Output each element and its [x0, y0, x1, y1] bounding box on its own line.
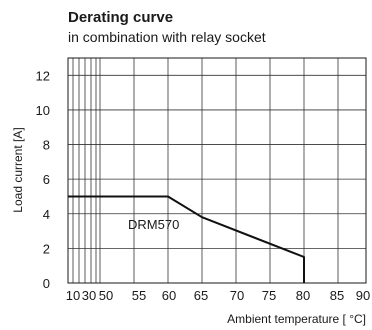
x-tick-label: 90 — [356, 288, 370, 303]
x-tick-label: 10 — [66, 288, 80, 303]
x-tick-label: 75 — [262, 288, 276, 303]
plot-frame — [68, 58, 366, 283]
y-tick-label: 12 — [36, 68, 50, 83]
x-tick-label: 30 — [82, 288, 96, 303]
x-tick-label: 50 — [99, 288, 113, 303]
x-axis-label: Ambient temperature [ °C] — [227, 312, 366, 326]
series-line-drm570 — [68, 197, 304, 284]
y-tick-label: 8 — [43, 138, 50, 153]
x-tick-label: 80 — [296, 288, 310, 303]
y-axis-ticks: 0 2 4 6 8 10 12 — [36, 68, 50, 291]
y-tick-label: 4 — [43, 207, 50, 222]
y-tick-label: 10 — [36, 103, 50, 118]
y-tick-label: 6 — [43, 172, 50, 187]
x-tick-label: 55 — [132, 288, 146, 303]
series-label-drm570: DRM570 — [128, 217, 179, 232]
x-axis-ticks: 10 30 50 55 60 65 70 75 80 85 90 — [66, 288, 370, 303]
y-tick-label: 0 — [43, 276, 50, 291]
chart-title: Derating curve — [68, 9, 173, 26]
chart-subtitle: in combination with relay socket — [68, 29, 266, 45]
y-tick-label: 2 — [43, 241, 50, 256]
x-tick-label: 65 — [194, 288, 208, 303]
y-axis-label: Load current [A] — [11, 127, 25, 212]
x-tick-label: 85 — [330, 288, 344, 303]
x-tick-label: 70 — [230, 288, 244, 303]
x-tick-label: 60 — [162, 288, 176, 303]
grid — [68, 58, 366, 283]
